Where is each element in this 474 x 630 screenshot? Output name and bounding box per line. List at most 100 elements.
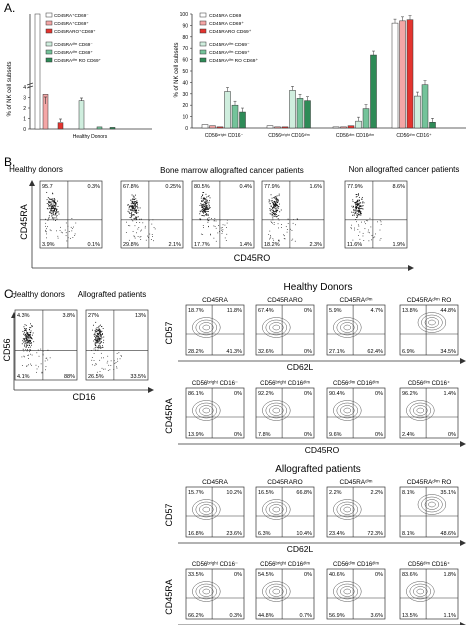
event-dot <box>365 223 367 225</box>
event-dot <box>287 218 289 220</box>
event-dot <box>114 363 116 364</box>
chart1-legend-swatch-5 <box>45 57 53 63</box>
section-title: Healthy Donors <box>284 282 353 293</box>
event-dot <box>94 330 96 332</box>
event-dot <box>273 224 275 225</box>
event-dot <box>135 212 137 214</box>
event-dot <box>274 205 276 207</box>
event-dot <box>23 331 25 333</box>
event-dot <box>54 207 55 209</box>
event-dot <box>277 205 278 207</box>
event-dot <box>208 225 209 227</box>
contour-ring <box>340 504 355 515</box>
event-dot <box>201 206 203 208</box>
event-dot <box>29 334 31 336</box>
event-dot <box>102 346 104 348</box>
event-dot <box>277 210 279 211</box>
event-dot <box>205 205 207 207</box>
event-dot <box>222 224 224 226</box>
event-dot <box>28 334 30 336</box>
event-dot <box>28 340 30 342</box>
event-dot <box>98 347 100 349</box>
event-dot <box>137 212 139 214</box>
event-dot <box>201 203 203 205</box>
chart1-legend-swatch-1 <box>45 20 53 26</box>
plot-frame <box>185 486 245 538</box>
event-dot <box>95 331 97 333</box>
event-dot <box>94 334 96 335</box>
event-dot <box>203 210 205 212</box>
quadrant-value: 16.8% <box>188 531 204 537</box>
event-dot <box>273 222 275 223</box>
chart2-tick-label: 50 <box>182 69 188 75</box>
event-dot <box>131 219 133 221</box>
event-dot <box>361 198 362 200</box>
event-dot <box>273 239 274 241</box>
event-dot <box>100 352 102 354</box>
event-dot <box>130 199 132 201</box>
event-dot <box>359 202 361 204</box>
event-dot <box>270 208 272 210</box>
event-dot <box>48 200 50 202</box>
event-dot <box>356 205 357 207</box>
event-dot <box>135 209 137 211</box>
event-dot <box>98 345 100 347</box>
quadrant-value: 13.8% <box>402 308 418 314</box>
event-dot <box>272 210 274 212</box>
quadrant-value: 44.8% <box>440 308 456 314</box>
quadrant-value: 0% <box>375 391 383 397</box>
event-dot <box>24 340 26 342</box>
event-dot <box>135 206 136 208</box>
event-dot <box>138 209 140 211</box>
event-dot <box>272 200 274 202</box>
event-dot <box>133 214 135 216</box>
event-dot <box>38 355 40 357</box>
event-dot <box>109 369 111 371</box>
event-dot <box>29 351 30 353</box>
quadrant-value: 0% <box>234 572 242 578</box>
event-dot <box>102 332 103 334</box>
event-dot <box>23 339 25 341</box>
event-dot <box>132 220 134 222</box>
chart1-legend-label-4: CD45RAᵈⁱᵐ CD69⁺ <box>54 49 93 55</box>
event-dot <box>202 199 204 201</box>
event-dot <box>359 202 360 204</box>
event-dot <box>93 340 95 342</box>
event-dot <box>96 340 98 342</box>
panel-c-left-xlabel: CD16 <box>72 392 95 402</box>
panel-c-right-section-1: Allografted patients CD57 CD45RA 15.7% 10.2%… <box>164 464 466 630</box>
event-dot <box>356 201 358 203</box>
quadrant-value: 15.7% <box>188 490 204 496</box>
event-dot <box>128 225 129 226</box>
event-dot <box>23 350 25 352</box>
quadrant-value: 32.6% <box>258 349 274 355</box>
event-dot <box>54 217 56 219</box>
event-dot <box>30 342 32 344</box>
top-plot-title-1: CD45RARO <box>267 479 302 486</box>
event-dot <box>269 213 271 215</box>
event-dot <box>202 194 204 196</box>
event-dot <box>276 205 277 207</box>
event-dot <box>202 211 204 213</box>
event-dot <box>55 211 57 213</box>
event-dot <box>42 351 44 352</box>
event-dot <box>379 229 381 231</box>
event-dot <box>133 217 135 219</box>
chart1-legend-swatch-3 <box>45 41 53 47</box>
chart1-legend: CD45RA⁺CD69⁻ CD45RA⁺CD69⁺ CD45RARO⁺CD69⁺ CD… <box>45 12 101 63</box>
contour-ring <box>428 319 436 326</box>
event-dot <box>358 196 360 198</box>
event-dot <box>133 201 135 203</box>
event-dot <box>101 330 103 332</box>
event-dot <box>40 348 42 350</box>
event-dot <box>97 341 98 343</box>
event-dot <box>219 231 220 233</box>
bar-2-2 <box>347 125 355 129</box>
event-dot <box>131 213 133 215</box>
event-dot <box>25 339 27 341</box>
event-dot <box>379 239 381 241</box>
event-dot <box>205 202 207 204</box>
event-dot <box>140 236 142 237</box>
quadrant-value: 0% <box>448 432 456 438</box>
event-dot <box>354 202 356 204</box>
